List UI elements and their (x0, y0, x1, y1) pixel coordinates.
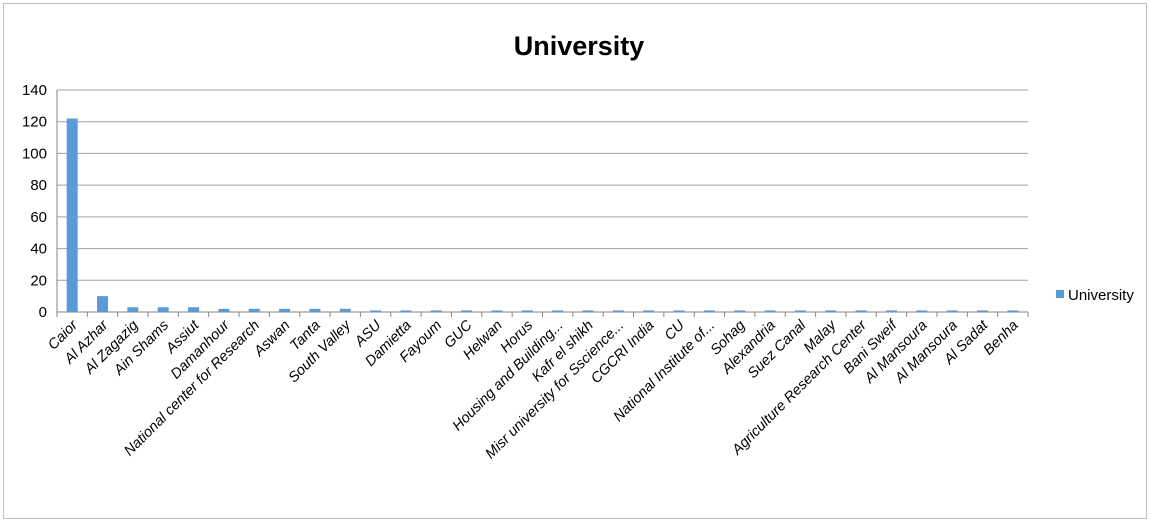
bar (1007, 310, 1019, 312)
bar (552, 310, 564, 312)
bar (673, 310, 685, 312)
bar (370, 310, 382, 312)
bar (825, 310, 837, 312)
y-tick-label: 120 (22, 114, 47, 131)
y-tick-label: 140 (22, 82, 47, 99)
bar (582, 310, 594, 312)
bar (794, 310, 806, 312)
chart-title: University (514, 31, 645, 61)
y-axis: 0 20 40 60 80 100 120 140 (22, 82, 58, 321)
bar (703, 310, 715, 312)
bar (521, 310, 533, 312)
bar (66, 118, 78, 313)
bar (764, 310, 776, 312)
y-tick-label: 60 (30, 209, 47, 226)
bar (127, 307, 139, 312)
bar (734, 310, 746, 312)
y-tick-label: 100 (22, 145, 47, 162)
legend: University (1056, 287, 1134, 304)
y-tick-label: 40 (30, 241, 47, 258)
bar (279, 308, 291, 312)
legend-label: University (1068, 287, 1134, 304)
bar (461, 310, 473, 312)
bar (309, 308, 321, 312)
gridlines (57, 89, 1028, 313)
y-tick-label: 80 (30, 177, 47, 194)
bar (855, 310, 867, 312)
bars (66, 118, 1019, 313)
y-tick-label: 20 (30, 272, 47, 289)
bar (400, 310, 412, 312)
bar (188, 307, 200, 312)
bar (339, 308, 351, 312)
bar (157, 307, 169, 312)
y-tick-label: 0 (39, 304, 47, 321)
bar (916, 310, 928, 312)
bar (946, 310, 958, 312)
x-category-label: Benha (981, 318, 1022, 359)
chart-frame (3, 3, 1147, 519)
bar (430, 310, 442, 312)
bar (976, 310, 988, 312)
bar (97, 296, 109, 312)
bar (885, 310, 897, 312)
legend-swatch (1056, 290, 1064, 298)
bar (491, 310, 503, 312)
bar (218, 308, 230, 312)
bar (248, 308, 260, 312)
bar (643, 310, 655, 312)
bar (612, 310, 624, 312)
